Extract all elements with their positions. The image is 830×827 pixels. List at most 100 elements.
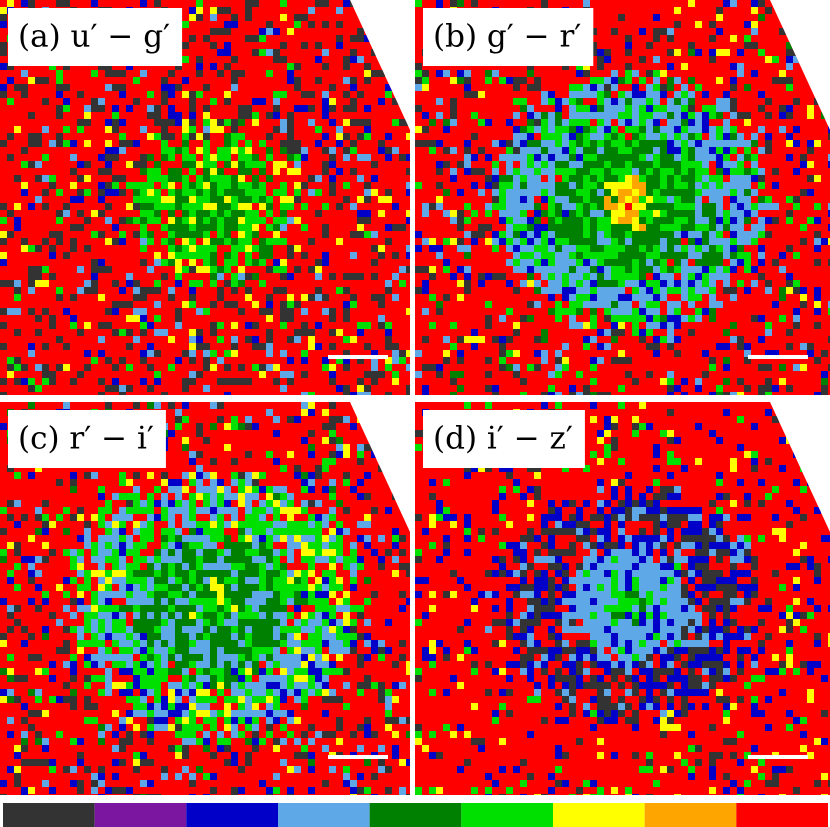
pixel <box>140 287 147 294</box>
pixel <box>329 98 336 105</box>
pixel <box>77 266 84 273</box>
pixel <box>112 612 119 619</box>
pixel <box>238 717 245 724</box>
pixel <box>63 696 70 703</box>
pixel <box>182 182 189 189</box>
pixel <box>604 84 611 91</box>
pixel <box>133 696 140 703</box>
pixel <box>252 738 259 745</box>
pixel <box>618 224 625 231</box>
pixel <box>28 556 35 563</box>
pixel <box>35 514 42 521</box>
pixel <box>266 238 273 245</box>
pixel <box>49 245 56 252</box>
pixel <box>371 731 378 738</box>
pixel <box>765 98 772 105</box>
pixel <box>98 605 105 612</box>
pixel <box>730 224 737 231</box>
pixel <box>709 56 716 63</box>
pixel <box>541 168 548 175</box>
pixel <box>513 238 520 245</box>
pixel <box>140 556 147 563</box>
pixel <box>688 294 695 301</box>
pixel <box>91 703 98 710</box>
pixel <box>84 612 91 619</box>
pixel <box>364 133 371 140</box>
pixel <box>280 640 287 647</box>
pixel <box>238 238 245 245</box>
pixel <box>238 217 245 224</box>
pixel <box>415 245 422 252</box>
pixel <box>385 724 392 731</box>
pixel <box>336 416 343 423</box>
pixel <box>639 266 646 273</box>
pixel <box>562 98 569 105</box>
pixel <box>224 63 231 70</box>
pixel <box>161 577 168 584</box>
pixel <box>287 731 294 738</box>
pixel <box>14 619 21 626</box>
pixel <box>252 472 259 479</box>
pixel <box>203 203 210 210</box>
pixel <box>653 280 660 287</box>
pixel <box>343 385 350 392</box>
pixel <box>513 133 520 140</box>
pixel <box>70 168 77 175</box>
pixel <box>828 238 830 245</box>
pixel <box>639 217 646 224</box>
pixel <box>604 217 611 224</box>
pixel <box>119 738 126 745</box>
pixel <box>499 203 506 210</box>
pixel <box>70 661 77 668</box>
pixel <box>527 140 534 147</box>
pixel <box>399 357 406 364</box>
pixel <box>329 556 336 563</box>
pixel <box>786 437 793 444</box>
pixel <box>175 280 182 287</box>
pixel <box>674 245 681 252</box>
pixel <box>154 633 161 640</box>
pixel <box>688 245 695 252</box>
pixel <box>646 231 653 238</box>
pixel <box>667 385 674 392</box>
pixel <box>569 514 576 521</box>
pixel <box>154 668 161 675</box>
pixel <box>632 507 639 514</box>
pixel <box>436 98 443 105</box>
pixel <box>196 696 203 703</box>
pixel <box>210 507 217 514</box>
pixel <box>287 70 294 77</box>
pixel <box>422 112 429 119</box>
pixel <box>660 430 667 437</box>
pixel <box>224 252 231 259</box>
pixel <box>91 633 98 640</box>
pixel <box>625 168 632 175</box>
pixel <box>378 745 385 752</box>
pixel <box>350 35 357 42</box>
pixel <box>800 294 807 301</box>
pixel <box>210 605 217 612</box>
pixel <box>569 521 576 528</box>
pixel <box>464 84 471 91</box>
pixel <box>800 224 807 231</box>
pixel <box>378 563 385 570</box>
pixel <box>709 231 716 238</box>
pixel <box>231 794 238 795</box>
pixel <box>667 486 674 493</box>
pixel <box>653 161 660 168</box>
pixel <box>723 266 730 273</box>
pixel <box>84 280 91 287</box>
pixel <box>744 21 751 28</box>
pixel <box>674 182 681 189</box>
pixel <box>126 343 133 350</box>
pixel <box>175 252 182 259</box>
pixel <box>590 357 597 364</box>
pixel <box>632 133 639 140</box>
pixel <box>429 364 436 371</box>
pixel <box>667 273 674 280</box>
pixel <box>583 140 590 147</box>
pixel <box>576 392 583 395</box>
pixel <box>119 668 126 675</box>
pixel <box>231 584 238 591</box>
pixel <box>154 626 161 633</box>
